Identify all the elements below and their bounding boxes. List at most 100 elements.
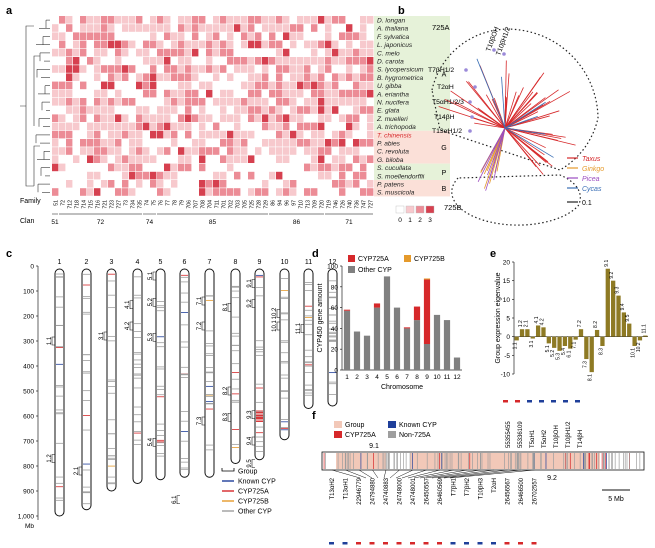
chromosome-group-bracket — [251, 410, 255, 420]
heatmap-cell — [94, 73, 101, 81]
region-connector — [437, 469, 508, 479]
heatmap-cell — [360, 40, 367, 49]
region-legend-label: Group — [345, 422, 365, 429]
family-tick-label: 705 — [243, 200, 249, 209]
heatmap-cell — [87, 48, 94, 57]
heatmap-cell — [206, 106, 213, 114]
heatmap-cell — [157, 147, 164, 155]
region-group-label: 9.1 — [369, 443, 379, 450]
chart-e-bar — [621, 312, 627, 337]
heatmap-cell — [108, 122, 115, 131]
heatmap-cell — [80, 155, 87, 163]
heatmap-cell — [178, 139, 185, 147]
heatmap-cell — [129, 89, 136, 98]
heatmap-cell — [276, 89, 283, 98]
heatmap-cell — [199, 24, 206, 32]
heatmap-cell — [325, 139, 332, 147]
tree-branch — [504, 127, 541, 167]
heatmap-cell — [150, 48, 157, 57]
heatmap-cell — [171, 65, 178, 73]
heatmap-cell — [213, 65, 220, 73]
region-connector — [419, 469, 468, 479]
heatmap-cell — [150, 65, 157, 73]
heatmap-cell — [297, 57, 304, 65]
heatmap-cell — [234, 24, 241, 32]
region-bottom-gene-label: 26450557 — [425, 477, 431, 504]
heatmap-cell — [164, 139, 171, 147]
heatmap-cell — [353, 57, 360, 65]
heatmap-cell — [360, 130, 367, 139]
heatmap-cell — [248, 163, 255, 172]
heatmap-cell — [73, 122, 80, 131]
tree-tip-label: T14βH — [434, 114, 455, 121]
chromosome-name: 10 — [281, 259, 289, 266]
heatmap-cell — [115, 89, 122, 98]
heatmap-cell — [283, 106, 290, 114]
heatmap-cell — [283, 24, 290, 32]
chart-e-bar-label: 5.1 — [545, 345, 551, 352]
heatmap-cell — [206, 98, 213, 106]
heatmap-cell — [248, 24, 255, 32]
region-connector — [425, 469, 481, 479]
heatmap-cell — [87, 171, 94, 180]
heatmap-cell — [80, 40, 87, 49]
heatmap-cell — [283, 163, 290, 172]
heatmap-cell — [367, 40, 374, 49]
heatmap-cell — [367, 155, 374, 163]
chart-d-legend-swatch — [348, 255, 355, 262]
heatmap-cell — [339, 32, 346, 40]
heatmap-cell — [87, 114, 94, 122]
heatmap-cell — [304, 106, 311, 114]
heatmap-cell — [94, 40, 101, 49]
tree-tip-label: T7βH1/2 — [428, 67, 454, 74]
heatmap-cell — [122, 73, 129, 81]
species-label: E. glata — [377, 108, 400, 115]
heatmap-cell — [157, 24, 164, 32]
chromosome-name: 2 — [85, 259, 89, 266]
chromosome-axis-label: 500 — [23, 389, 34, 396]
heatmap-cell — [101, 98, 108, 106]
heatmap-cell — [290, 130, 297, 139]
heatmap-cell — [122, 57, 129, 65]
heatmap-cell — [150, 163, 157, 172]
heatmap-cell — [304, 155, 311, 163]
panel-f-region-map: Group Known CYP CYP725A Non-725A 9.1 9.2 55355… — [321, 400, 645, 545]
heatmap-cell — [304, 81, 311, 90]
heatmap-cell — [115, 24, 122, 32]
chart-e-bar-label: 8.3 — [598, 348, 604, 355]
heatmap-cell — [108, 163, 115, 172]
heatmap-cell — [171, 24, 178, 32]
heatmap-cell — [143, 24, 150, 32]
chart-e-bar — [530, 336, 535, 339]
heatmap-cell — [129, 81, 136, 90]
heatmap-cell — [213, 81, 220, 90]
heatmap-cell — [52, 163, 59, 172]
heatmap-cell — [360, 163, 367, 172]
heatmap-cell — [59, 16, 66, 24]
heatmap-cell — [66, 32, 73, 40]
heatmap-cell — [122, 163, 129, 172]
heatmap-cell — [332, 114, 339, 122]
tree-branch — [501, 76, 506, 129]
heatmap-group-label: G — [441, 145, 446, 152]
heatmap-cell — [241, 114, 248, 122]
heatmap-cell — [115, 155, 122, 163]
heatmap-cell — [171, 130, 178, 139]
chromosome-axis-label: 800 — [23, 464, 34, 471]
family-tick-label: 73 — [124, 200, 130, 206]
heatmap-cell — [192, 98, 199, 106]
heatmap-cell — [108, 171, 115, 180]
heatmap-cell — [129, 32, 136, 40]
heatmap-cell — [136, 73, 143, 81]
heatmap-cell — [199, 171, 206, 180]
heatmap-cell — [73, 180, 80, 188]
chromosome-body — [179, 268, 190, 478]
heatmap-cell — [136, 65, 143, 73]
heatmap-cell — [129, 65, 136, 73]
heatmap-cell — [101, 188, 108, 196]
heatmap-cell — [220, 16, 227, 24]
heatmap-cell — [129, 171, 136, 180]
heatmap-cell — [136, 155, 143, 163]
heatmap-cell — [94, 106, 101, 114]
